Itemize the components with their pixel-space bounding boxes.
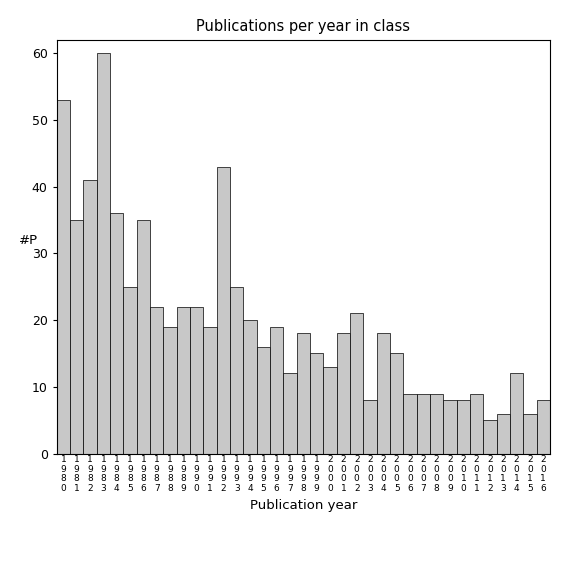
Bar <box>57 100 70 454</box>
Bar <box>70 220 83 454</box>
Bar <box>470 393 483 454</box>
Bar <box>536 400 550 454</box>
Bar <box>350 314 363 454</box>
Title: Publications per year in class: Publications per year in class <box>196 19 411 35</box>
Bar <box>190 307 204 454</box>
Bar <box>150 307 163 454</box>
Bar <box>376 333 390 454</box>
Bar <box>177 307 190 454</box>
Bar <box>230 287 243 454</box>
Bar <box>217 167 230 454</box>
Bar <box>83 180 97 454</box>
Bar <box>310 353 323 454</box>
Bar <box>323 367 337 454</box>
Bar <box>243 320 257 454</box>
Bar <box>510 374 523 454</box>
Bar <box>390 353 403 454</box>
Bar <box>337 333 350 454</box>
Bar <box>430 393 443 454</box>
Bar <box>163 327 177 454</box>
Bar <box>284 374 297 454</box>
Bar <box>110 213 124 454</box>
Bar <box>483 420 497 454</box>
Bar <box>124 287 137 454</box>
Bar <box>204 327 217 454</box>
Bar <box>270 327 284 454</box>
Bar <box>443 400 456 454</box>
Bar <box>363 400 376 454</box>
Y-axis label: #P: #P <box>19 234 39 247</box>
Bar <box>257 347 270 454</box>
Bar <box>403 393 417 454</box>
Bar <box>297 333 310 454</box>
X-axis label: Publication year: Publication year <box>249 498 357 511</box>
Bar <box>417 393 430 454</box>
Bar <box>456 400 470 454</box>
Bar <box>523 413 536 454</box>
Bar <box>137 220 150 454</box>
Bar <box>97 53 110 454</box>
Bar <box>497 413 510 454</box>
